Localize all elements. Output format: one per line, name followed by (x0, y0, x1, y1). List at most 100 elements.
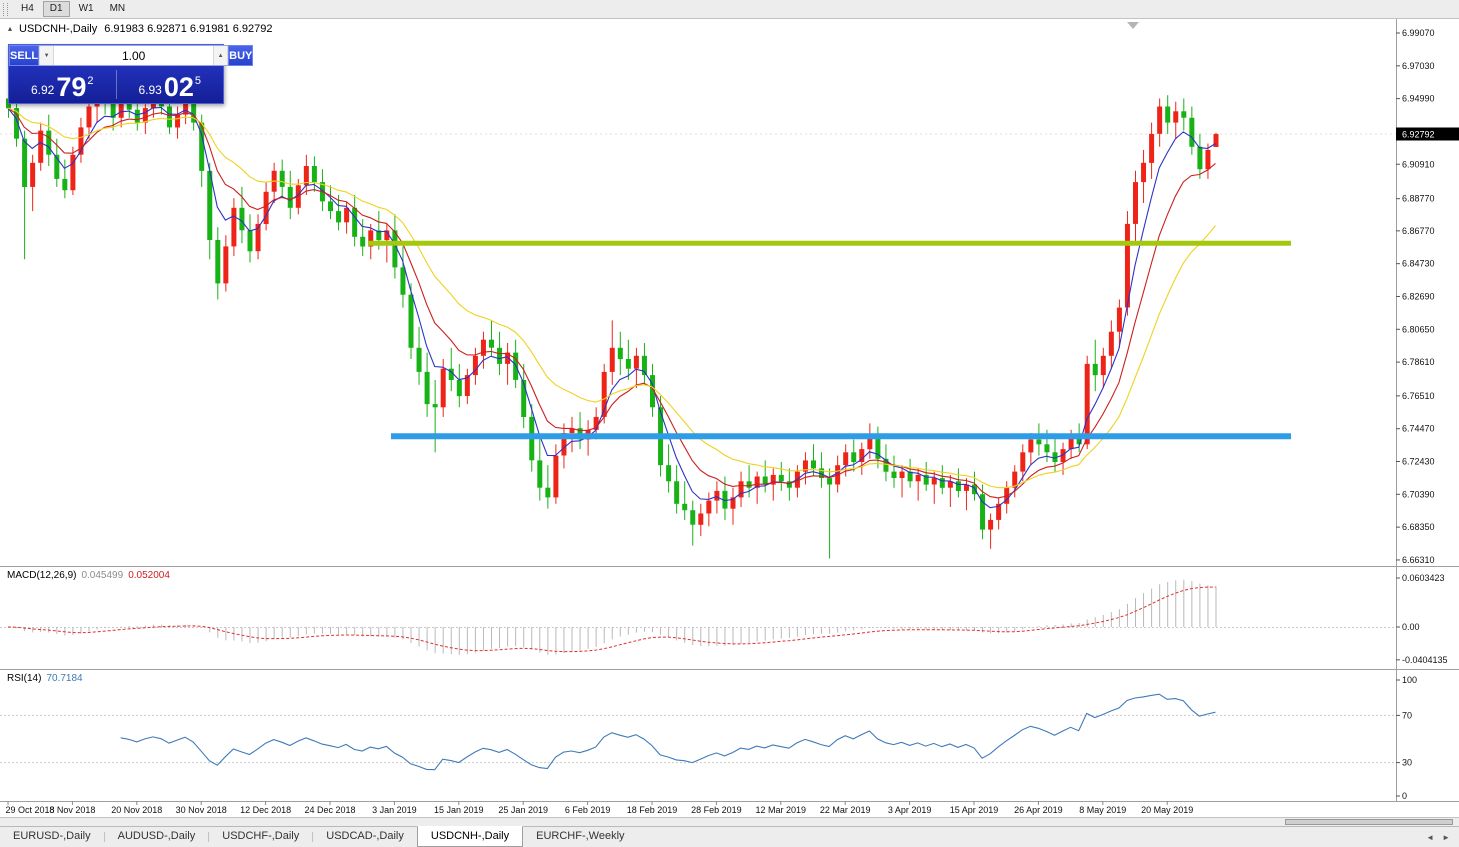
svg-text:22 Mar 2019: 22 Mar 2019 (820, 805, 871, 815)
tab-usdcad-daily[interactable]: USDCAD-,Daily (326, 830, 404, 842)
svg-text:6.92792: 6.92792 (1402, 130, 1435, 140)
timeframe-w1-button[interactable]: W1 (72, 1, 101, 17)
timeframe-toolbar: H4 D1 W1 MN (0, 0, 1459, 19)
buy-button[interactable]: BUY (228, 45, 254, 66)
macd-name: MACD(12,26,9) (7, 570, 77, 581)
svg-text:6.90910: 6.90910 (1402, 159, 1435, 169)
svg-text:6.82690: 6.82690 (1402, 292, 1435, 302)
svg-text:100: 100 (1402, 675, 1417, 685)
svg-text:0.00: 0.00 (1402, 622, 1420, 632)
svg-text:15 Apr 2019: 15 Apr 2019 (950, 805, 999, 815)
ask-price[interactable]: 6.93 02 5 (117, 66, 224, 103)
rsi-indicator-label: RSI(14) 70.7184 (7, 673, 83, 684)
timeframe-h4-button[interactable]: H4 (14, 1, 41, 17)
bid-price-sup: 2 (87, 75, 94, 87)
svg-text:6.76510: 6.76510 (1402, 391, 1435, 401)
chart-ohlc-values: 6.91983 6.92871 6.91981 6.92792 (104, 23, 273, 35)
bid-price-big: 79 (56, 72, 87, 102)
tab-scroll-right-icon[interactable]: ► (1442, 832, 1450, 842)
svg-text:28 Feb 2019: 28 Feb 2019 (691, 805, 742, 815)
ma-5-line (7, 106, 1216, 509)
chart-symbol-title: USDCNH-,Daily (19, 23, 98, 35)
svg-text:3 Apr 2019: 3 Apr 2019 (888, 805, 932, 815)
price-divider (115, 70, 117, 99)
svg-text:0: 0 (1402, 791, 1407, 801)
tab-separator (208, 832, 210, 842)
svg-text:70: 70 (1402, 710, 1412, 720)
rsi-line (120, 693, 1216, 771)
timeframe-mn-button[interactable]: MN (103, 1, 133, 17)
svg-text:0.0603423: 0.0603423 (1402, 573, 1445, 583)
svg-text:30 Nov 2018: 30 Nov 2018 (176, 805, 227, 815)
volume-input[interactable] (54, 46, 214, 65)
rsi-name: RSI(14) (7, 673, 42, 684)
volume-increase-icon[interactable]: ▲ (213, 46, 229, 65)
sell-button[interactable]: SELL (9, 45, 40, 66)
svg-text:6.78610: 6.78610 (1402, 357, 1435, 367)
bid-price[interactable]: 6.92 79 2 (9, 66, 116, 103)
tab-usdcnh-daily[interactable]: USDCNH-,Daily (416, 826, 524, 847)
tab-separator (312, 832, 314, 842)
svg-text:6.84730: 6.84730 (1402, 259, 1435, 269)
svg-text:29 Oct 2018: 29 Oct 2018 (5, 805, 54, 815)
chart-shift-marker-icon (1127, 22, 1139, 29)
svg-text:6.86770: 6.86770 (1402, 226, 1435, 236)
chart-tabs-bar: EURUSD-,Daily AUDUSD-,Daily USDCHF-,Dail… (0, 826, 1459, 847)
price-axis: 6.990706.970306.949906.929506.909106.887… (1396, 28, 1459, 565)
svg-text:6.68350: 6.68350 (1402, 522, 1435, 532)
rsi-value: 70.7184 (46, 673, 83, 684)
tab-scroll-arrows: ◄ ► (1417, 827, 1459, 847)
svg-text:6.74470: 6.74470 (1402, 424, 1435, 434)
chart-hscrollbar (0, 817, 1459, 826)
one-click-toggle-icon[interactable]: ▴ (8, 24, 13, 33)
svg-text:6.99070: 6.99070 (1402, 28, 1435, 38)
macd-indicator-label: MACD(12,26,9) 0.045499 0.052004 (7, 570, 170, 581)
tab-eurusd-daily[interactable]: EURUSD-,Daily (13, 830, 91, 842)
macd-main-value: 0.045499 (81, 570, 124, 581)
panel-separators (0, 19, 1459, 802)
svg-text:6.80650: 6.80650 (1402, 324, 1435, 334)
candles-layer (6, 79, 1219, 559)
svg-text:24 Dec 2018: 24 Dec 2018 (304, 805, 355, 815)
ask-price-prefix: 6.93 (138, 83, 162, 97)
horizontal-sr-lines (368, 240, 1291, 440)
svg-text:6.88770: 6.88770 (1402, 194, 1435, 204)
svg-text:15 Jan 2019: 15 Jan 2019 (434, 805, 484, 815)
rsi-panel: 100 70 30 0 (0, 675, 1417, 801)
ask-price-big: 02 (163, 72, 194, 102)
macd-signal-value: 0.052004 (128, 570, 170, 581)
svg-text:6.72430: 6.72430 (1402, 457, 1435, 467)
tab-scroll-left-icon[interactable]: ◄ (1426, 832, 1435, 842)
svg-text:18 Feb 2019: 18 Feb 2019 (627, 805, 678, 815)
macd-signal-line (7, 586, 1216, 653)
svg-text:8 Nov 2018: 8 Nov 2018 (49, 805, 95, 815)
svg-text:6.94990: 6.94990 (1402, 94, 1435, 104)
svg-text:30: 30 (1402, 758, 1412, 768)
tab-audusd-daily[interactable]: AUDUSD-,Daily (117, 830, 196, 842)
svg-text:8 May 2019: 8 May 2019 (1079, 805, 1126, 815)
ma-20-line (7, 107, 1216, 489)
svg-text:20 May 2019: 20 May 2019 (1141, 805, 1193, 815)
volume-decrease-icon[interactable]: ▼ (39, 46, 55, 65)
svg-text:12 Mar 2019: 12 Mar 2019 (756, 805, 807, 815)
svg-text:6 Feb 2019: 6 Feb 2019 (565, 805, 611, 815)
volume-control: ▼ ▲ (39, 45, 229, 66)
timeframe-d1-button[interactable]: D1 (42, 1, 70, 17)
bid-price-prefix: 6.92 (30, 83, 55, 97)
ask-price-sup: 5 (194, 75, 202, 87)
svg-text:26 Apr 2019: 26 Apr 2019 (1014, 805, 1063, 815)
svg-text:6.66310: 6.66310 (1402, 555, 1435, 565)
svg-text:6.70390: 6.70390 (1402, 489, 1435, 499)
tab-separator (103, 832, 105, 842)
svg-text:6.97030: 6.97030 (1402, 61, 1435, 71)
tab-usdchf-daily[interactable]: USDCHF-,Daily (222, 830, 300, 842)
svg-text:20 Nov 2018: 20 Nov 2018 (111, 805, 162, 815)
ma-10-line (7, 107, 1216, 499)
tab-eurchf-weekly[interactable]: EURCHF-,Weekly (536, 830, 625, 842)
toolbar-drag-grip[interactable] (3, 2, 8, 16)
svg-text:3 Jan 2019: 3 Jan 2019 (372, 805, 417, 815)
hscrollbar-thumb[interactable] (1285, 819, 1453, 825)
macd-panel: 0.0603423 0.00 -0.0404135 (0, 573, 1448, 665)
